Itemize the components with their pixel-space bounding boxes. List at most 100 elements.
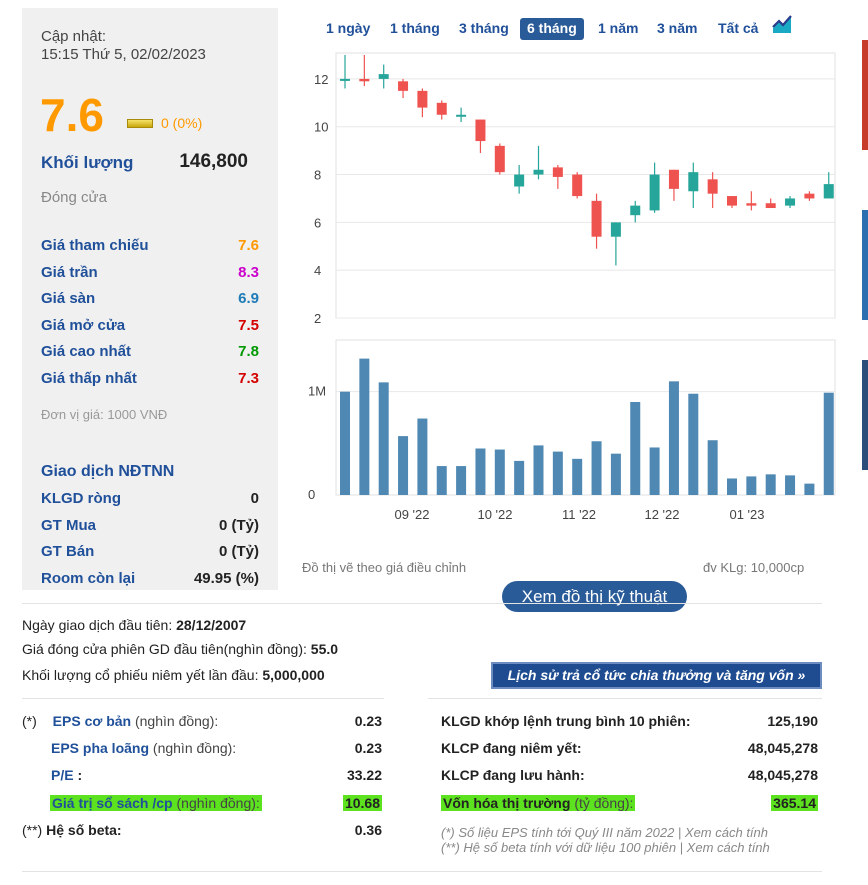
eps-diluted-label: EPS pha loãng <box>51 740 150 756</box>
book-value-row: Giá trị sổ sách /cp (nghìn đồng): 10.68 <box>22 795 382 817</box>
candle-body <box>610 222 621 237</box>
foreign-trading-title: Giao dịch NĐTNN <box>41 463 175 480</box>
updated-time: 15:15 Thứ 5, 02/02/2023 <box>41 46 206 63</box>
divider <box>22 603 822 604</box>
first-trading-day: Ngày giao dịch đầu tiên: 28/12/2007 <box>22 617 246 633</box>
dividend-history-button[interactable]: Lịch sử trả cổ tức chia thưởng và tăng v… <box>491 662 822 689</box>
volume-value: 146,800 <box>179 151 248 172</box>
foreign-buy-value: GT Mua 0 (Tỷ) <box>41 517 259 537</box>
stat-label: Giá cao nhất <box>41 343 132 360</box>
tab-1-year[interactable]: 1 năm <box>598 20 639 36</box>
candle-body <box>359 78 370 82</box>
volume-bar <box>727 478 737 495</box>
price-change: 0 (0%) <box>161 115 203 131</box>
candle-body <box>688 172 699 192</box>
eps-diluted-value: 0.23 <box>354 740 382 756</box>
volume-bar <box>340 391 350 495</box>
market-cap-label: Vốn hóa thị trường <box>443 795 571 811</box>
candle-body <box>746 203 757 206</box>
chart-type-icon[interactable] <box>772 14 792 34</box>
pe-colon: : <box>77 767 83 783</box>
volume-bar <box>785 475 796 495</box>
divider <box>22 871 822 872</box>
volume-label: Khối lượng <box>41 153 134 172</box>
volume-bar <box>668 381 679 495</box>
x-axis-label: 01 '23 <box>729 507 764 522</box>
volume-bar <box>552 451 563 495</box>
volume-bar <box>475 448 486 495</box>
eps-footnote: (*) Số liệu EPS tính tới Quý III năm 202… <box>441 825 768 840</box>
stat-value: 7.6 <box>238 237 259 254</box>
first-vol-label: Khối lượng cổ phiếu niêm yết lần đầu: <box>22 667 259 683</box>
stat-value: 7.5 <box>238 317 259 334</box>
candle-body <box>572 174 583 197</box>
tab-all[interactable]: Tất cả <box>718 20 759 36</box>
stat-reference-price: Giá tham chiếu 7.6 <box>41 237 259 257</box>
stat-low-price: Giá thấp nhất 7.3 <box>41 370 259 390</box>
volume-unit-note: đv KLg: 10,000cp <box>703 560 805 575</box>
candle-body <box>398 81 409 91</box>
foreign-value: 0 (Tỷ) <box>218 543 259 560</box>
x-axis-label: 10 '22 <box>477 507 512 522</box>
candle-body <box>417 90 428 108</box>
divider <box>428 698 822 699</box>
tab-6-months[interactable]: 6 tháng <box>520 18 584 40</box>
price-tick-label: 2 <box>314 311 321 326</box>
volume-bar <box>398 436 409 495</box>
candle-body <box>668 169 679 189</box>
foreign-label: GT Mua <box>41 517 96 534</box>
price-tick-label: 12 <box>314 72 328 87</box>
stat-high-price: Giá cao nhất 7.8 <box>41 343 259 363</box>
volume-bar <box>823 392 834 495</box>
candle-body <box>823 184 834 199</box>
candle-body <box>533 169 544 175</box>
pe-value: 33.22 <box>346 767 382 783</box>
candle-body <box>475 119 486 142</box>
volume-bar <box>765 474 776 495</box>
listed-shares-row: KLCP đang niêm yết: 48,045,278 <box>441 740 818 762</box>
stat-label: Giá thấp nhất <box>41 370 137 387</box>
volume-bar <box>533 445 544 495</box>
tab-1-month[interactable]: 1 tháng <box>390 20 440 36</box>
foreign-value: 0 <box>250 490 259 507</box>
footnote-marker: (**) <box>22 822 43 838</box>
foreign-room-left: Room còn lại 49.95 (%) <box>41 570 259 590</box>
volume-bar <box>456 466 467 495</box>
outstanding-shares-value: 48,045,278 <box>747 767 818 783</box>
candle-body <box>649 174 660 211</box>
pe-row: P/E : 33.22 <box>22 767 382 789</box>
unit-note: (nghìn đồng): <box>176 795 260 811</box>
candle-body <box>707 179 718 194</box>
tab-1-day[interactable]: 1 ngày <box>326 20 371 36</box>
candle-body <box>591 200 602 237</box>
outstanding-shares-row: KLCP đang lưu hành: 48,045,278 <box>441 767 818 789</box>
volume-bar <box>707 440 718 495</box>
market-cap-row: Vốn hóa thị trường (tỷ đồng): 365.14 <box>441 795 818 817</box>
first-close-label: Giá đóng cửa phiên GD đầu tiên(nghìn đồn… <box>22 641 307 657</box>
x-axis-label: 11 '22 <box>562 507 596 522</box>
book-value-label: Giá trị sổ sách /cp <box>52 795 173 811</box>
stat-floor-price: Giá sàn 6.9 <box>41 290 259 310</box>
tab-3-months[interactable]: 3 tháng <box>459 20 509 36</box>
view-technical-chart-button[interactable]: Xem đồ thị kỹ thuật <box>502 581 687 612</box>
edge-banner <box>862 360 868 470</box>
stat-open-price: Giá mở cửa 7.5 <box>41 317 259 337</box>
unit-note: (tỷ đồng): <box>574 795 634 811</box>
stat-label: Giá trần <box>41 264 98 281</box>
candle-body <box>727 196 737 206</box>
close-status: Đóng cửa <box>41 189 107 206</box>
eps-basic-row: (*) EPS cơ bản (nghìn đồng): 0.23 <box>22 713 382 735</box>
x-axis-label: 12 '22 <box>644 507 679 522</box>
stat-value: 6.9 <box>238 290 259 307</box>
eps-basic-value: 0.23 <box>354 713 382 729</box>
price-plot-frame <box>335 52 836 319</box>
eps-basic-label: EPS cơ bản <box>52 713 132 729</box>
stat-label: Giá sàn <box>41 290 96 307</box>
avg-volume-value: 125,190 <box>767 713 818 729</box>
candle-body <box>494 145 505 173</box>
tab-3-years[interactable]: 3 năm <box>657 20 698 36</box>
candle-body <box>456 114 467 117</box>
volume-bar <box>630 402 641 495</box>
stock-summary-panel: Cập nhật: 15:15 Thứ 5, 02/02/2023 7.6 0 … <box>22 8 278 590</box>
stat-label: Giá tham chiếu <box>41 237 149 254</box>
